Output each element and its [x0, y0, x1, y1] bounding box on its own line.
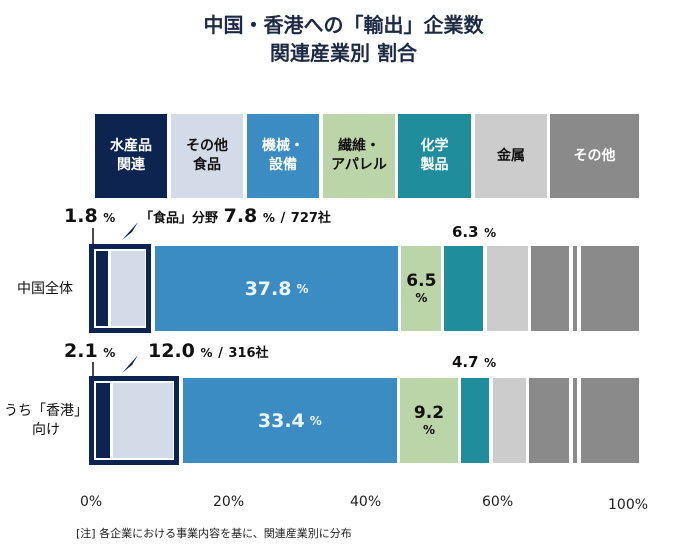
bar-other: [581, 378, 639, 463]
bar-other-break-strip: [573, 378, 577, 463]
bar-metal: [493, 378, 526, 463]
row2-seafood-label: 2.1 %: [64, 340, 116, 362]
machinery-unit: %: [296, 281, 309, 296]
chart-title-line-1: 中国・香港への「輸出」企業数: [203, 13, 484, 37]
row2-food-callout-pointer: [122, 355, 138, 373]
textile-unit: %: [422, 423, 435, 437]
bar-metal: [487, 246, 528, 331]
row1-food-callout-pointer: [122, 222, 138, 240]
bar-other: [531, 246, 569, 331]
row1-seafood-label: 1.8 %: [64, 205, 116, 227]
row2-chemical-label: 4.7 %: [452, 353, 497, 371]
chart-title-line-2: 関連産業別 割合: [270, 41, 417, 65]
legend-box-seafood: 水産品 関連: [95, 114, 167, 198]
legend-box-metal: 金属: [475, 114, 547, 198]
row1-food-label: 「食品」分野 7.8 % / 727社: [140, 205, 331, 227]
bar-textile: [399, 378, 459, 463]
bar-seafood: [96, 251, 108, 326]
bar-other-food: [110, 251, 145, 326]
x-tick-20: 20%: [213, 494, 245, 510]
bar-seafood: [96, 383, 110, 458]
bar-machinery-value-label: 33.4%: [183, 378, 397, 463]
row-label-china: 中国全体: [17, 281, 73, 297]
machinery-value: 37.8: [244, 277, 292, 300]
textile-unit: %: [415, 291, 428, 305]
row1-seafood-leader-line: [92, 228, 94, 246]
x-tick-0: 0%: [80, 494, 103, 510]
legend-box-textile: 繊維・ アパレル: [323, 114, 395, 198]
legend-box-machinery: 機械・ 設備: [247, 114, 319, 198]
bar-textile-value-label: 9.2%: [400, 378, 458, 463]
legend-box-other-food: その他 食品: [171, 114, 243, 198]
textile-value: 9.2: [413, 403, 445, 423]
machinery-value: 33.4: [257, 409, 305, 432]
row2-seafood-leader-line: [92, 362, 94, 378]
x-tick-100: 100%: [608, 497, 649, 513]
bar-textile-value-label: 6.5%: [401, 246, 441, 331]
x-tick-40: 40%: [350, 494, 382, 510]
bar-other-food: [112, 383, 173, 458]
bar-chemical: [461, 378, 490, 463]
row1-chemical-label: 6.3 %: [452, 223, 497, 241]
bar-other-break-strip: [573, 246, 577, 331]
legend-box-other: その他: [550, 114, 639, 198]
bar-other: [529, 378, 569, 463]
bar-machinery-value-label: 37.8%: [155, 246, 398, 331]
bar-textile: [401, 246, 442, 331]
textile-value: 6.5: [406, 271, 437, 291]
row2-food-label: 12.0 % / 316社: [148, 340, 269, 362]
bar-chemical: [444, 246, 484, 331]
bar-machinery: [154, 246, 399, 331]
footnote: [注] 各企業における事業内容を基に、関連産業別に分布: [76, 527, 352, 540]
machinery-unit: %: [309, 413, 322, 428]
bar-machinery: [182, 378, 397, 463]
bar-other: [581, 246, 639, 331]
x-tick-60: 60%: [482, 494, 514, 510]
row-label-hongkong: うち「香港」 向け: [4, 403, 88, 438]
legend-box-chemical: 化学 製品: [398, 114, 471, 198]
